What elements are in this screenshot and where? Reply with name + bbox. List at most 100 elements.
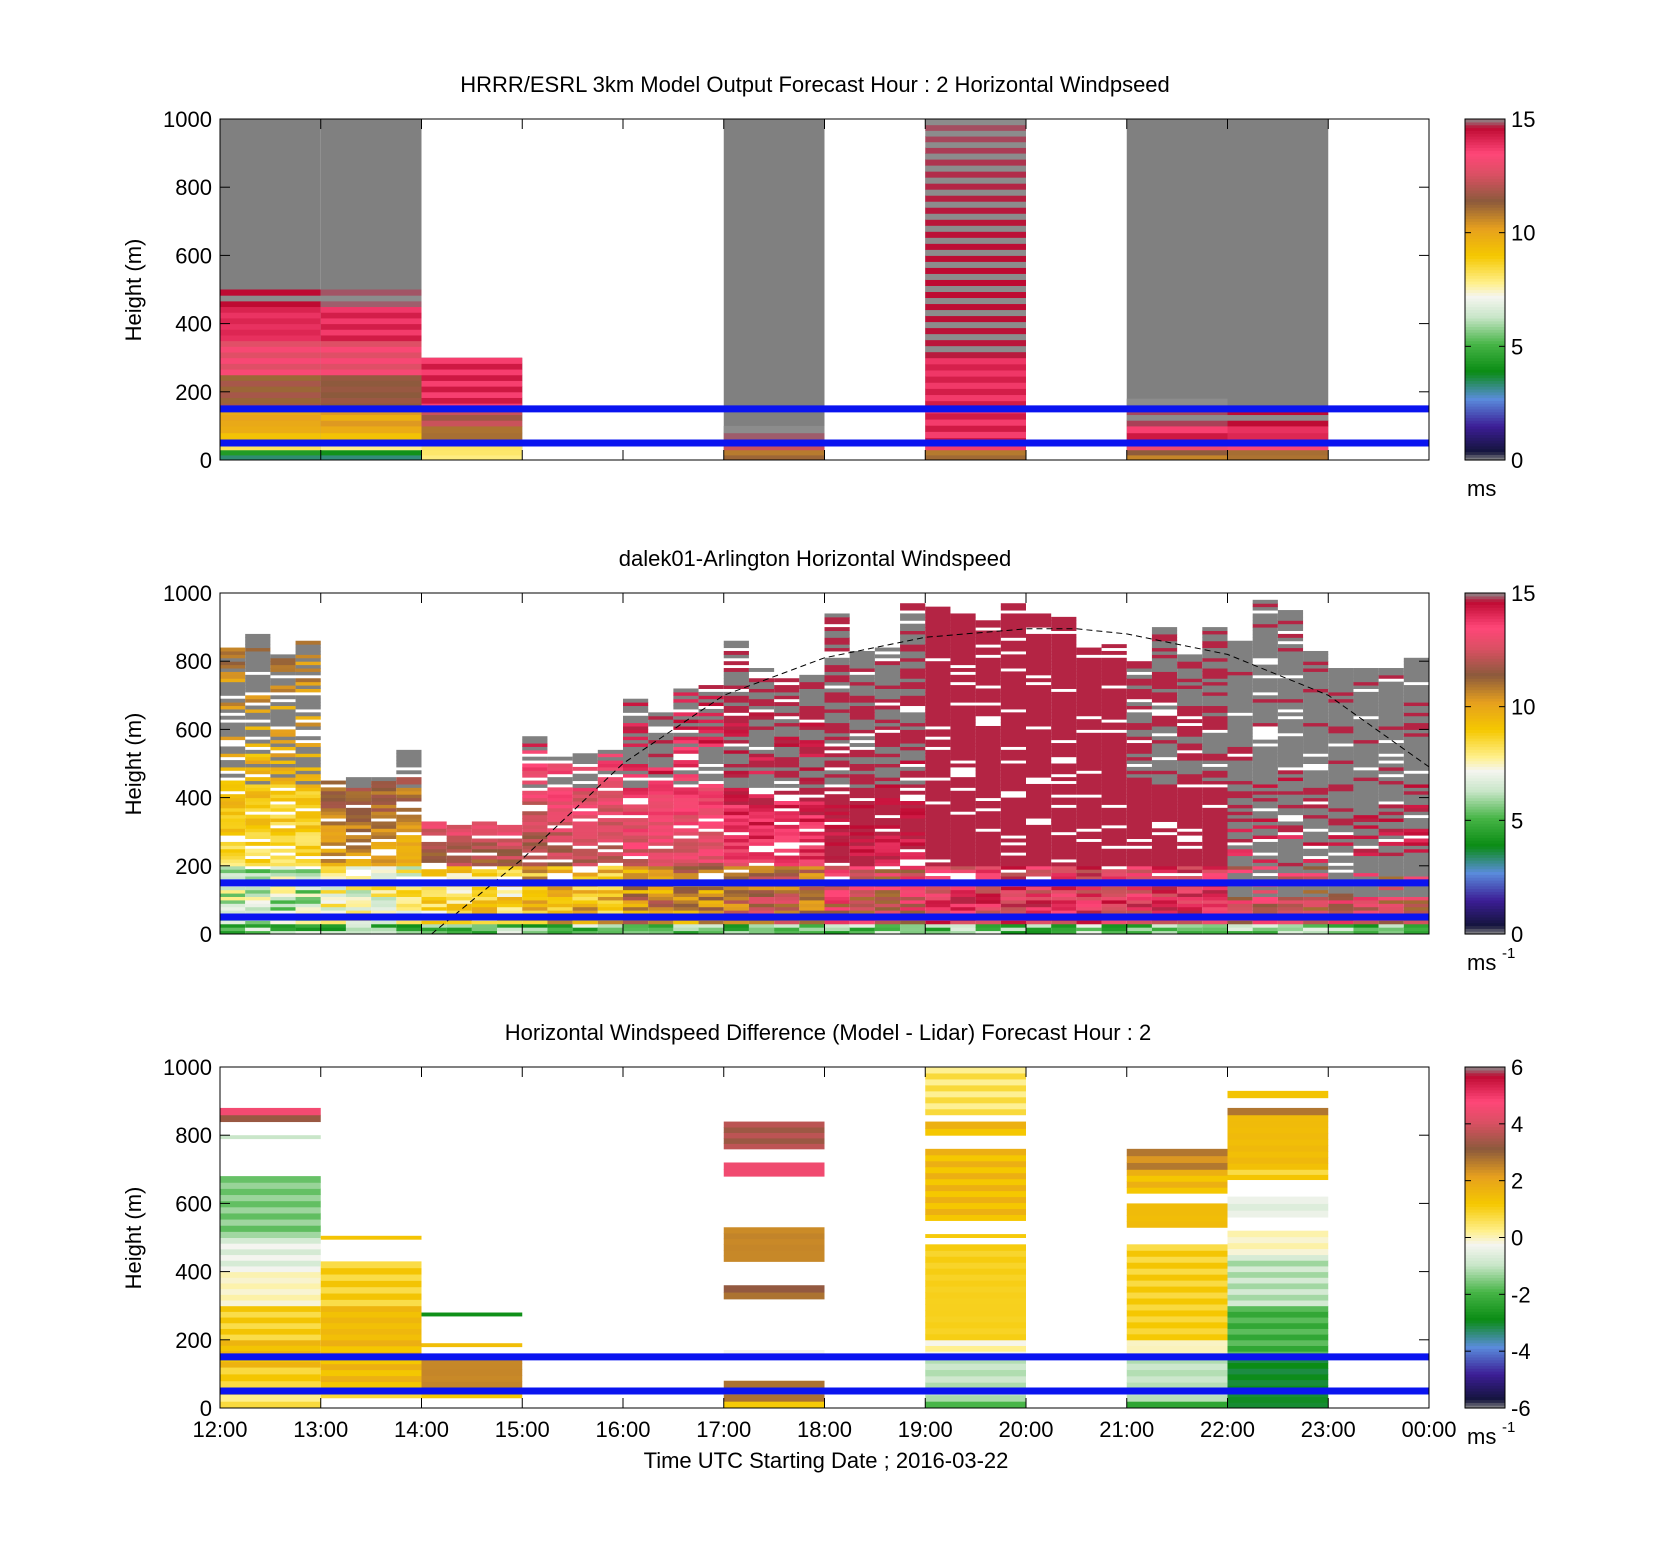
heatmap-cell <box>1202 869 1228 874</box>
colorbar-segment <box>1465 808 1505 813</box>
heatmap-cell <box>1101 872 1127 877</box>
colorbar-segment <box>1465 371 1505 376</box>
heatmap-cell <box>522 746 548 751</box>
heatmap-cell <box>1227 872 1253 877</box>
heatmap-cell <box>799 766 825 771</box>
heatmap-cell <box>673 712 699 717</box>
heatmap-cell <box>320 780 346 785</box>
heatmap-cell <box>1378 876 1404 880</box>
heatmap-cell <box>748 736 775 741</box>
heatmap-cell <box>799 872 825 877</box>
heatmap-cell <box>799 927 825 932</box>
heatmap-cell <box>1051 783 1077 788</box>
heatmap-cell <box>1227 1328 1329 1335</box>
heatmap-cell <box>1303 896 1329 901</box>
heatmap-cell <box>320 794 346 799</box>
heatmap-cell <box>1051 698 1077 703</box>
heatmap-cell <box>1303 708 1329 713</box>
heatmap-cell <box>1126 903 1152 908</box>
heatmap-cell <box>497 869 523 874</box>
heatmap-cell <box>320 824 346 829</box>
heatmap-cell <box>245 664 271 669</box>
heatmap-cell <box>1378 807 1404 812</box>
heatmap-cell <box>1126 719 1152 724</box>
heatmap-cell <box>799 739 825 744</box>
heatmap-cell <box>849 691 875 696</box>
heatmap-cell <box>220 906 246 911</box>
heatmap-cell <box>849 736 875 741</box>
heatmap-cell <box>320 801 346 805</box>
heatmap-cell <box>421 845 447 850</box>
heatmap-cell <box>1000 633 1026 638</box>
heatmap-cell <box>220 1188 321 1196</box>
heatmap-cell <box>1328 811 1354 816</box>
colorbar-segment <box>1465 919 1505 924</box>
heatmap-cell <box>1328 903 1354 908</box>
heatmap-cell <box>1026 899 1052 904</box>
heatmap-cell <box>396 893 422 897</box>
colorbar-tick-label: 0 <box>1511 1226 1523 1251</box>
heatmap-cell <box>748 702 775 707</box>
heatmap-cell <box>547 865 573 870</box>
heatmap-cell <box>1378 865 1404 870</box>
heatmap-cell <box>774 705 800 710</box>
x-tick-label: 14:00 <box>394 1417 449 1442</box>
heatmap-cell <box>673 903 699 908</box>
heatmap-cell <box>320 896 346 901</box>
heatmap-cell <box>648 763 674 768</box>
heatmap-cell <box>1277 930 1304 935</box>
heatmap-cell <box>1151 729 1178 734</box>
heatmap-cell <box>673 736 699 741</box>
heatmap-cell <box>799 725 825 730</box>
heatmap-cell <box>1353 732 1379 737</box>
heatmap-cell <box>824 824 850 829</box>
heatmap-cell <box>1026 705 1052 710</box>
heatmap-cell <box>975 695 1001 700</box>
colorbar-segment <box>1465 1120 1505 1125</box>
heatmap-cell <box>295 664 321 669</box>
heatmap-cell <box>824 838 850 843</box>
colorbar-segment <box>1465 806 1505 810</box>
heatmap-cell <box>900 773 926 778</box>
heatmap-cell <box>925 821 951 826</box>
heatmap-cell <box>723 790 749 795</box>
heatmap-cell <box>975 633 1001 638</box>
heatmap-cell <box>497 848 523 853</box>
heatmap-cell <box>799 749 825 754</box>
heatmap-cell <box>396 899 422 904</box>
heatmap-cell <box>295 852 321 857</box>
heatmap-cell <box>648 889 674 894</box>
heatmap-cell <box>1076 773 1102 778</box>
heatmap-cell <box>1403 695 1429 700</box>
heatmap-cell <box>1177 869 1203 874</box>
heatmap-cell <box>371 858 397 863</box>
heatmap-cell <box>270 923 296 928</box>
heatmap-cell <box>874 712 901 717</box>
heatmap-cell <box>1378 804 1404 809</box>
heatmap-cell <box>824 899 850 904</box>
heatmap-cell <box>975 753 1001 758</box>
heatmap-cell <box>925 620 951 625</box>
heatmap-cell <box>1126 869 1152 874</box>
heatmap-cell <box>1000 899 1026 904</box>
heatmap-cell <box>1277 801 1304 805</box>
heatmap-cell <box>1076 688 1102 693</box>
heatmap-cell <box>1227 644 1253 649</box>
heatmap-cell <box>1026 838 1052 843</box>
colorbar-frame <box>1464 592 1506 935</box>
colorbar-segment <box>1465 783 1505 787</box>
heatmap-cell <box>1252 708 1278 713</box>
heatmap-cell <box>1126 661 1152 666</box>
heatmap-cell <box>295 770 321 775</box>
heatmap-cell <box>698 865 724 870</box>
heatmap-cell <box>925 702 951 707</box>
heatmap-cell <box>723 715 749 720</box>
heatmap-cell <box>723 807 749 812</box>
heatmap-cell <box>748 773 775 778</box>
heatmap-cell <box>874 756 901 761</box>
heatmap-cell <box>295 923 321 928</box>
heatmap-cell <box>1378 811 1404 816</box>
heatmap-cell <box>849 893 875 897</box>
heatmap-cell <box>1151 886 1178 891</box>
heatmap-cell <box>371 872 397 877</box>
